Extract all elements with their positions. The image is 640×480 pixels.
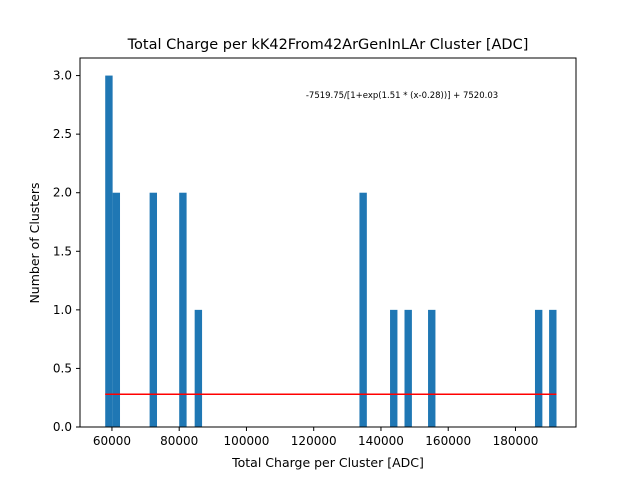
bar-4: [194, 309, 203, 427]
y-tick-label: 0.0: [53, 420, 72, 434]
bar-9: [534, 309, 543, 427]
x-tick-label: 100000: [224, 434, 270, 448]
bar-0: [105, 75, 113, 428]
x-tick-label: 120000: [291, 434, 337, 448]
y-axis-label: Number of Clusters: [27, 182, 42, 303]
x-axis-label: Total Charge per Cluster [ADC]: [231, 455, 424, 470]
y-tick-label: 2.5: [53, 127, 72, 141]
y-tick-label: 3.0: [53, 69, 72, 83]
y-tick-label: 2.0: [53, 186, 72, 200]
y-tick-label: 1.5: [53, 244, 72, 258]
y-axis-ticks: 0.0 0.5 1.0 1.5 2.0 2.5 3.0: [53, 69, 80, 434]
bar-2: [149, 192, 158, 427]
bar-8: [428, 309, 436, 427]
x-tick-label: 140000: [358, 434, 404, 448]
bar-3: [179, 192, 187, 427]
fit-annotation: -7519.75/[1+exp(1.51 * (x-0.28))] + 7520…: [306, 91, 498, 101]
y-tick-label: 1.0: [53, 303, 72, 317]
x-axis-ticks: 60000 80000 100000 120000 140000 160000 180000: [93, 427, 539, 448]
bar-5: [359, 192, 367, 427]
x-tick-label: 60000: [93, 434, 131, 448]
plot-frame: [79, 57, 577, 428]
bars-group: [105, 75, 557, 428]
chart-title: Total Charge per kK42From42ArGenInLAr Cl…: [127, 37, 529, 53]
bar-10: [549, 309, 557, 427]
bar-7: [404, 309, 412, 427]
bar-6: [390, 309, 398, 427]
x-tick-label: 160000: [425, 434, 471, 448]
x-tick-label: 80000: [160, 434, 198, 448]
x-tick-label: 180000: [493, 434, 539, 448]
bar-1: [112, 192, 121, 427]
y-tick-label: 0.5: [53, 361, 72, 375]
